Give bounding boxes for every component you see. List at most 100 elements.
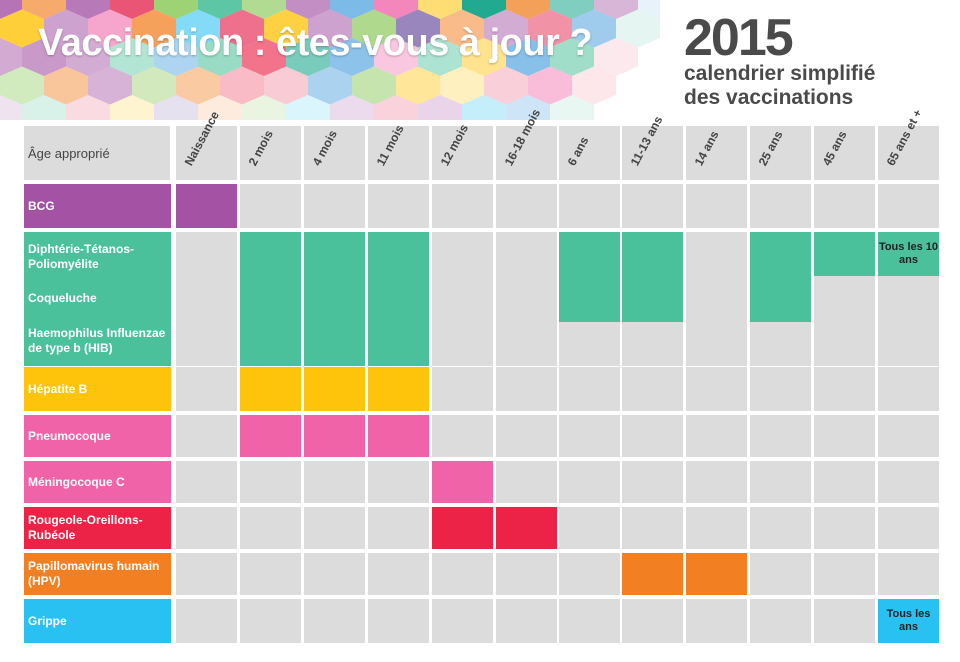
empty-cell (559, 553, 620, 595)
age-header-cell (432, 126, 493, 180)
banner-hexagon (0, 9, 44, 48)
empty-cell (559, 461, 620, 503)
banner-hexagon (22, 95, 66, 120)
banner-hexagon (0, 66, 44, 105)
age-header-cell (750, 126, 811, 180)
banner-hexagon (484, 66, 528, 105)
empty-cell (559, 599, 620, 643)
empty-cell (559, 507, 620, 549)
vaccine-name-label: Hépatite B (28, 381, 88, 396)
banner-hexagon (242, 95, 286, 120)
vaccination-cell (432, 461, 493, 503)
banner-hexagon (528, 9, 572, 48)
vaccine-group-label: Diphtérie-Tétanos-Poliomyélite Coqueluche… (24, 232, 171, 366)
empty-cell (750, 599, 811, 643)
age-header-cell (878, 126, 939, 180)
empty-cell (686, 599, 747, 643)
vaccination-cell (496, 507, 557, 549)
empty-cell (432, 367, 493, 411)
vaccine-group-label: Pneumocoque (24, 415, 171, 457)
vaccine-group-label: Rougeole-Oreillons-Rubéole (24, 507, 171, 549)
empty-cell (368, 184, 429, 228)
banner-hexagon (374, 38, 418, 76)
empty-cell (240, 461, 301, 503)
vaccine-name-label: BCG (28, 198, 55, 213)
vaccination-cell (368, 367, 429, 411)
empty-cell (304, 461, 365, 503)
empty-cell (622, 367, 683, 411)
banner-hexagon (440, 66, 484, 105)
empty-cell (368, 507, 429, 549)
empty-cell (622, 461, 683, 503)
empty-cell (622, 599, 683, 643)
banner-hexagon (66, 38, 110, 76)
empty-cell (750, 507, 811, 549)
banner-hexagon (352, 9, 396, 48)
age-header-cell (559, 126, 620, 180)
note-every-year: Tous les ans (878, 599, 939, 643)
empty-cell (432, 553, 493, 595)
empty-cell (304, 507, 365, 549)
banner-hexagon (330, 38, 374, 76)
banner-hexagon (88, 66, 132, 105)
vaccine-group-label: Méningocoque C (24, 461, 171, 503)
empty-cell (559, 367, 620, 411)
empty-cell (176, 232, 237, 366)
vaccination-cell (686, 553, 747, 595)
empty-cell (750, 415, 811, 457)
vaccination-cell (304, 232, 365, 366)
banner-hexagon (550, 95, 594, 120)
empty-cell (622, 415, 683, 457)
vaccine-name-label: Grippe (28, 613, 67, 628)
vaccine-name-label: Pneumocoque (28, 428, 111, 443)
note-every-10-years: Tous les 10 ans (878, 232, 939, 276)
banner-hexagon (44, 66, 88, 105)
banner-hexagon (528, 66, 572, 105)
banner-hexagon (308, 66, 352, 105)
empty-cell (814, 507, 875, 549)
banner-hexagon (110, 38, 154, 76)
booster-cell-dtp-coqueluche (559, 232, 620, 322)
banner-hexagon (0, 95, 22, 120)
empty-cell (750, 461, 811, 503)
empty-cell (814, 415, 875, 457)
banner-hexagon (374, 95, 418, 120)
empty-cell (496, 367, 557, 411)
banner-hexagon (506, 95, 550, 120)
empty-cell (176, 415, 237, 457)
empty-cell (432, 232, 493, 366)
banner-hexagon (396, 9, 440, 48)
booster-cell-dtp (814, 232, 875, 276)
banner-hexagon (0, 0, 22, 19)
vaccine-group-label: Papillomavirus humain (HPV) (24, 553, 171, 595)
empty-cell (496, 232, 557, 366)
banner-hexagon (264, 66, 308, 105)
banner-hexagon (418, 95, 462, 120)
banner-hexagon (88, 9, 132, 48)
banner-hexagon (286, 95, 330, 120)
banner-hexagon (220, 9, 264, 48)
vaccination-cell (176, 184, 237, 228)
vaccination-cell (432, 507, 493, 549)
age-header-cell (814, 126, 875, 180)
empty-cell (304, 184, 365, 228)
empty-cell (814, 367, 875, 411)
booster-cell-dtp-coqueluche (750, 232, 811, 322)
empty-cell (814, 184, 875, 228)
banner-hexagon (154, 95, 198, 120)
empty-cell (686, 507, 747, 549)
age-header-cell (622, 126, 683, 180)
empty-cell (432, 599, 493, 643)
empty-cell (878, 461, 939, 503)
corner-label: Âge approprié (24, 126, 170, 180)
banner-hexagon (506, 38, 550, 76)
vaccination-cell (368, 415, 429, 457)
subtitle-line-1: calendrier simplifié (684, 62, 876, 85)
empty-cell (878, 415, 939, 457)
banner-hexagon (22, 38, 66, 76)
empty-cell (814, 461, 875, 503)
banner-hexagon (484, 9, 528, 48)
vaccination-cell (240, 232, 301, 366)
empty-cell (304, 553, 365, 595)
empty-cell (622, 507, 683, 549)
